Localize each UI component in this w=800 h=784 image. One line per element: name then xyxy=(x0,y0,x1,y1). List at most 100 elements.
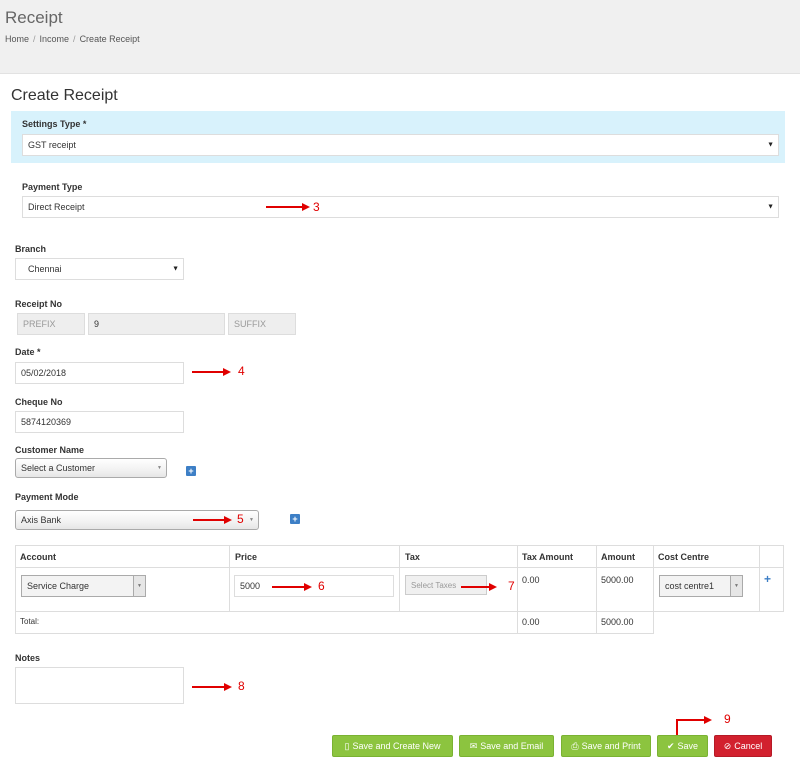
payment-type-select[interactable]: Direct Receipt ▼ xyxy=(22,196,779,218)
arrow-line xyxy=(272,586,306,588)
cheque-no-label: Cheque No xyxy=(15,397,63,407)
arrow-head xyxy=(302,203,310,211)
annotation-number: 4 xyxy=(238,364,245,378)
save-and-print-label: Save and Print xyxy=(581,741,641,751)
branch-select[interactable]: Chennai ▼ xyxy=(15,258,184,280)
caret-down-icon: ▼ xyxy=(767,203,774,211)
table-divider xyxy=(653,545,654,634)
customer-select[interactable]: Select a Customer ▼ xyxy=(15,458,167,478)
arrow-head xyxy=(224,683,232,691)
arrow-line xyxy=(461,586,491,588)
arrow-line xyxy=(676,719,678,735)
caret-down-icon: ▼ xyxy=(172,265,179,273)
receipt-prefix-placeholder: PREFIX xyxy=(23,319,56,329)
page-header: Receipt Home / Income / Create Receipt xyxy=(0,0,800,74)
annotation-number: 9 xyxy=(724,712,731,726)
save-and-print-button[interactable]: ⎙ Save and Print xyxy=(561,735,651,757)
breadcrumb-separator: / xyxy=(73,34,76,44)
payment-type-label: Payment Type xyxy=(22,182,83,192)
annotation-number: 6 xyxy=(318,579,325,593)
table-divider xyxy=(229,545,230,611)
save-and-create-new-button[interactable]: ▯ Save and Create New xyxy=(332,735,453,757)
table-border xyxy=(15,545,16,634)
cheque-no-input[interactable]: 5874120369 xyxy=(15,411,184,433)
account-value: Service Charge xyxy=(27,581,90,591)
arrow-line xyxy=(266,206,304,208)
tax-select[interactable]: Select Taxes xyxy=(405,575,487,595)
payment-type-value: Direct Receipt xyxy=(28,202,85,212)
table-divider xyxy=(517,545,518,634)
settings-type-value: GST receipt xyxy=(28,140,76,150)
add-customer-button[interactable]: + xyxy=(186,466,196,476)
account-table: Account Price Tax Tax Amount Amount Cost… xyxy=(15,545,784,634)
arrow-line xyxy=(193,519,226,521)
settings-type-select[interactable]: GST receipt ▼ xyxy=(22,134,779,156)
receipt-prefix-field: PREFIX xyxy=(17,313,85,335)
receipt-number-field: 9 xyxy=(88,313,225,335)
plus-square-icon: + xyxy=(188,466,194,476)
envelope-icon: ✉ xyxy=(469,740,478,751)
save-and-email-button[interactable]: ✉ Save and Email xyxy=(459,735,554,757)
table-border xyxy=(783,545,784,611)
receipt-suffix-field: SUFFIX xyxy=(228,313,296,335)
table-divider xyxy=(759,545,760,611)
customer-name-label: Customer Name xyxy=(15,445,85,455)
annotation-number: 3 xyxy=(313,200,320,214)
receipt-number-value: 9 xyxy=(94,319,100,329)
arrow-head xyxy=(489,583,497,591)
price-input[interactable]: 5000 xyxy=(234,575,394,597)
arrow-line xyxy=(676,719,706,721)
branch-value: Chennai xyxy=(28,264,62,274)
annotation-number: 7 xyxy=(508,579,515,593)
ban-icon: ⊘ xyxy=(723,740,732,751)
receipt-no-label: Receipt No xyxy=(15,299,63,309)
add-payment-mode-button[interactable]: + xyxy=(290,514,300,524)
date-label: Date * xyxy=(15,347,41,357)
notes-textarea[interactable] xyxy=(15,667,184,704)
date-value: 05/02/2018 xyxy=(21,368,67,378)
header-tax-amount: Tax Amount xyxy=(522,552,573,562)
total-amount: 5000.00 xyxy=(601,617,634,627)
annotation-number: 5 xyxy=(237,512,244,526)
arrow-head xyxy=(224,516,232,524)
payment-mode-select[interactable]: Axis Bank ▼ xyxy=(15,510,259,530)
save-label: Save xyxy=(677,741,699,751)
table-divider xyxy=(399,545,400,611)
save-button[interactable]: ✔ Save xyxy=(657,735,708,757)
caret-down-icon: ▼ xyxy=(767,141,774,149)
print-icon: ⎙ xyxy=(571,740,579,751)
breadcrumb-create-receipt: Create Receipt xyxy=(79,34,140,44)
settings-type-label: Settings Type * xyxy=(22,119,87,129)
table-row-divider xyxy=(15,611,784,612)
breadcrumb-income[interactable]: Income xyxy=(39,34,70,44)
caret-down-icon: ▼ xyxy=(133,576,145,596)
caret-down-icon: ▼ xyxy=(157,465,162,471)
header-account: Account xyxy=(20,552,56,562)
header-price: Price xyxy=(235,552,258,562)
arrow-head xyxy=(223,368,231,376)
price-value: 5000 xyxy=(240,581,261,591)
header-tax: Tax xyxy=(405,552,420,562)
save-and-email-label: Save and Email xyxy=(480,741,544,751)
receipt-suffix-placeholder: SUFFIX xyxy=(234,319,267,329)
cancel-button[interactable]: ⊘ Cancel xyxy=(714,735,772,757)
table-bottom-border xyxy=(15,633,654,634)
form-heading: Create Receipt xyxy=(11,87,118,104)
tax-placeholder: Select Taxes xyxy=(411,580,457,590)
breadcrumb: Home / Income / Create Receipt xyxy=(5,34,140,44)
amount-value: 5000.00 xyxy=(601,575,634,585)
save-and-create-new-label: Save and Create New xyxy=(352,741,441,751)
date-input[interactable]: 05/02/2018 xyxy=(15,362,184,384)
cheque-no-value: 5874120369 xyxy=(21,417,72,427)
add-row-icon[interactable]: + xyxy=(764,572,772,586)
header-amount: Amount xyxy=(601,552,635,562)
page-title: Receipt xyxy=(5,8,63,27)
cancel-label: Cancel xyxy=(734,741,763,751)
header-cost-centre: Cost Centre xyxy=(658,552,710,562)
account-select[interactable]: Service Charge ▼ xyxy=(21,575,146,597)
cost-centre-select[interactable]: cost centre1 ▼ xyxy=(659,575,743,597)
caret-down-icon: ▼ xyxy=(730,576,742,596)
arrow-head xyxy=(304,583,312,591)
breadcrumb-home[interactable]: Home xyxy=(5,34,30,44)
branch-label: Branch xyxy=(15,244,47,254)
